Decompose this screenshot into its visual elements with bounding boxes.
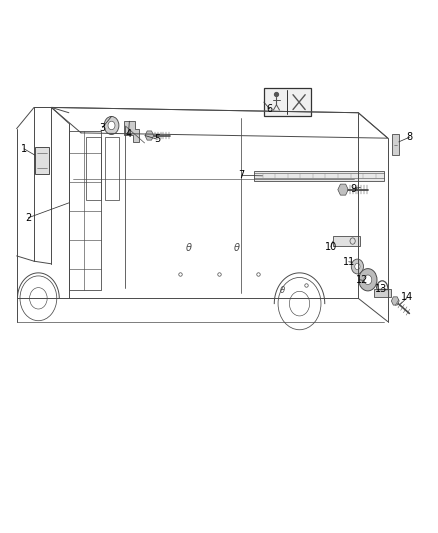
Text: 9: 9 (350, 183, 356, 193)
Circle shape (364, 275, 372, 285)
Text: 3: 3 (99, 123, 106, 133)
Circle shape (108, 121, 115, 130)
Text: 14: 14 (401, 292, 413, 302)
Bar (35, 147, 49, 174)
Text: 12: 12 (357, 275, 369, 285)
Circle shape (351, 259, 364, 274)
Text: 10: 10 (325, 242, 337, 252)
Bar (374, 289, 391, 297)
Bar (254, 171, 385, 181)
Text: 6: 6 (267, 104, 273, 114)
Text: 2: 2 (25, 213, 32, 223)
Bar (105, 136, 119, 200)
Text: 8: 8 (406, 132, 413, 142)
Circle shape (104, 116, 119, 134)
Text: 7: 7 (239, 171, 245, 180)
Text: 5: 5 (154, 134, 160, 144)
Polygon shape (124, 121, 139, 142)
Bar (264, 88, 311, 116)
Polygon shape (145, 131, 154, 140)
Text: 13: 13 (375, 284, 388, 294)
Text: θ: θ (279, 286, 285, 295)
Text: 1: 1 (21, 144, 27, 154)
Bar (333, 236, 360, 246)
Text: θ: θ (233, 243, 240, 253)
Bar (392, 134, 399, 155)
Text: 4: 4 (125, 129, 131, 139)
Polygon shape (391, 297, 399, 305)
Circle shape (355, 263, 360, 270)
Text: 11: 11 (343, 257, 355, 266)
Polygon shape (338, 184, 348, 195)
Bar (86, 136, 101, 200)
Text: θ: θ (186, 243, 191, 253)
Circle shape (359, 269, 377, 291)
